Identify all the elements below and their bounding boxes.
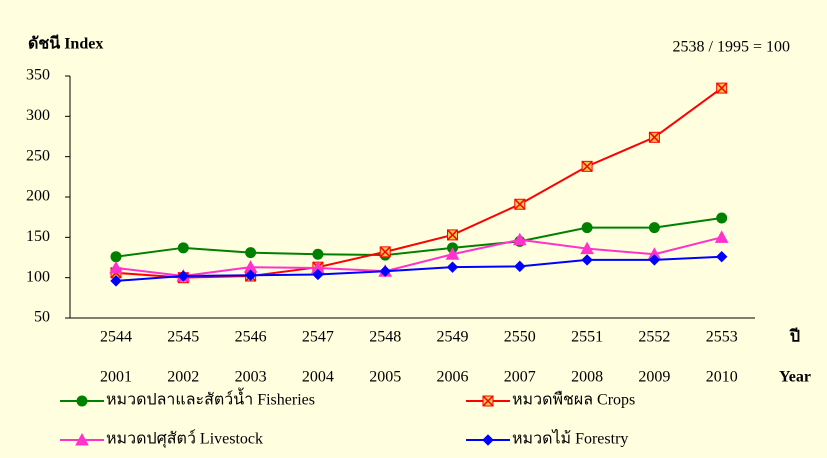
point (245, 247, 257, 259)
point (581, 160, 593, 172)
x-label: ปี (789, 327, 801, 346)
x-tick-label-secondary: 2006 (437, 369, 469, 386)
x-tick-label-secondary: 2002 (167, 369, 199, 386)
point (312, 268, 324, 281)
y-tick-label: 50 (34, 309, 50, 326)
x-tick-label-secondary: 2001 (100, 369, 132, 386)
point (110, 251, 122, 263)
x-tick-label: 2548 (369, 329, 401, 346)
point (379, 246, 391, 258)
point (312, 248, 324, 260)
legend-label: หมวดปลาและสัตว์น้ำ Fisheries (106, 388, 315, 409)
point (648, 131, 660, 143)
x-tick-label: 2550 (504, 329, 536, 346)
y-tick-label: 350 (26, 67, 50, 84)
point (244, 269, 257, 281)
x-tick-label-secondary: 2005 (369, 369, 401, 386)
legend-label: หมวดพืชผล Crops (512, 391, 635, 409)
point (715, 250, 728, 263)
x-tick-label: 2546 (235, 329, 267, 346)
x-tick-label-secondary: 2010 (706, 369, 738, 386)
x-tick-label-secondary: 2003 (235, 369, 267, 386)
point (446, 261, 459, 273)
x-tick-label: 2547 (302, 329, 334, 346)
point (177, 242, 189, 254)
point (580, 241, 594, 255)
point (716, 212, 728, 224)
x-tick-label: 2552 (638, 329, 670, 346)
point (446, 229, 459, 241)
legend-marker (75, 432, 89, 446)
x-tick-label: 2553 (706, 329, 738, 346)
legend-marker (76, 395, 88, 407)
series-line (115, 216, 722, 258)
x-tick-label-secondary: 2008 (571, 369, 603, 386)
x-tick-label-secondary: 2004 (302, 369, 334, 386)
x-tick-label: 2549 (437, 329, 469, 346)
point (445, 247, 460, 260)
y-tick-label: 200 (26, 188, 50, 205)
series-line (115, 255, 722, 282)
point (379, 265, 391, 277)
point (110, 275, 122, 287)
x-tick-label-secondary: 2009 (638, 369, 670, 386)
series-line (115, 236, 722, 278)
x-tick-label: 2545 (167, 329, 199, 346)
x-tick-label: 2551 (571, 329, 603, 346)
y-tick-label: 250 (26, 147, 50, 164)
axis-title: ดัชนี Index (28, 34, 103, 53)
point (648, 222, 660, 234)
x-label-secondary: Year (779, 369, 811, 386)
point (177, 270, 190, 282)
x-tick-label: 2544 (100, 329, 132, 346)
legend-marker (482, 434, 494, 446)
point (109, 260, 123, 274)
y-tick-label: 150 (26, 228, 50, 245)
point (514, 198, 526, 210)
x-tick-label-secondary: 2007 (504, 369, 536, 386)
legend-marker (482, 395, 494, 407)
y-tick-label: 300 (26, 107, 50, 124)
legend-label: หมวดปศุสัตว์ Livestock (106, 429, 263, 449)
point (581, 222, 593, 234)
legend-label: หมวดไม้ Forestry (512, 429, 628, 448)
point (716, 82, 728, 94)
point (581, 254, 593, 266)
point (648, 254, 661, 266)
point (714, 230, 729, 243)
point (514, 260, 526, 273)
annotation: 2538 / 1995 = 100 (673, 39, 790, 56)
series-line (115, 87, 723, 279)
y-tick-label: 100 (26, 268, 50, 285)
point (512, 232, 527, 246)
